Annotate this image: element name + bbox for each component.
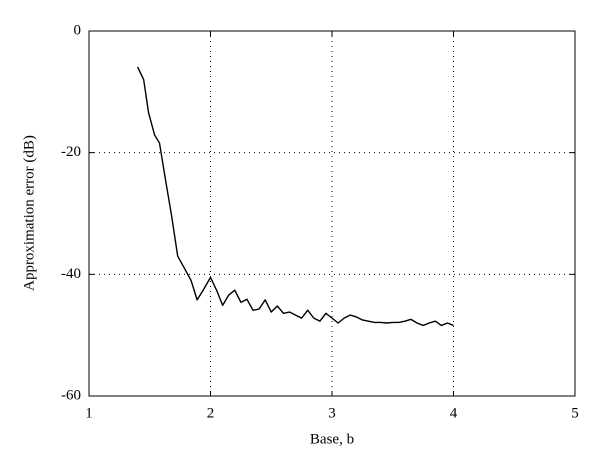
data-line	[136, 66, 454, 327]
y-tick-label: 0	[74, 22, 82, 38]
x-axis-label: Base, b	[310, 431, 354, 447]
x-tick-label: 1	[85, 405, 93, 421]
y-tick-label: -20	[61, 144, 81, 160]
x-tick-label: 5	[571, 405, 579, 421]
plot-frame	[88, 30, 576, 397]
y-tick-label: -60	[61, 387, 81, 403]
x-tick-label: 4	[450, 405, 458, 421]
y-tick-label: -40	[61, 266, 81, 282]
y-axis-label: Approximation error (dB)	[21, 135, 37, 291]
x-tick-label: 2	[207, 405, 215, 421]
x-tick-label: 3	[328, 405, 336, 421]
